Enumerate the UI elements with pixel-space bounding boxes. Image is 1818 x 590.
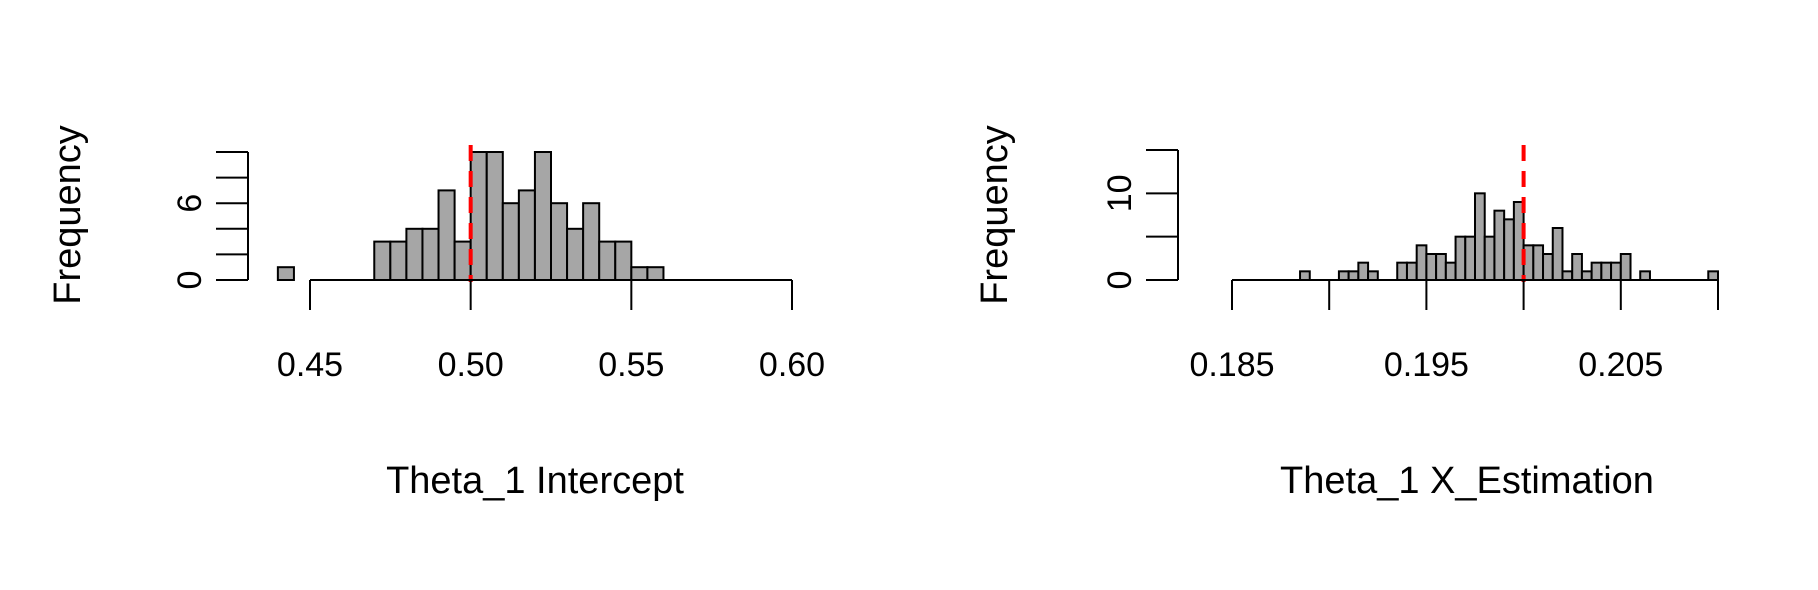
y-tick-label: 0 [171,271,209,290]
x-tick-label: 0.45 [277,346,343,384]
histogram-bar-16 [614,240,633,282]
histogram-bar-29 [1639,270,1651,282]
histogram-panel-intercept: 0.45 0.50 0.55 0.60 06 Theta_1 Intercept Fr… [47,125,825,502]
histogram-bar-0 [276,266,295,282]
histogram-bar-19 [1532,244,1545,281]
x-axis-title: Theta_1 Intercept [386,460,684,502]
x-tick-label: 0.205 [1578,346,1663,384]
histogram-bar-6 [1405,261,1418,281]
x-tick-label: 0.50 [438,346,504,384]
histogram-bar-3 [405,227,424,282]
histogram-bar-13 [1474,192,1486,281]
histogram-bar-15 [1493,209,1506,282]
histogram-bar-14 [582,202,601,281]
histogram-bar-17 [630,266,649,282]
histogram-bars [1299,192,1720,282]
histogram-bar-18 [646,266,665,282]
histogram-bar-21 [1551,227,1564,281]
histogram-bar-7 [1415,244,1428,281]
histogram-bar-30 [1707,270,1720,282]
histogram-bar-26 [1600,261,1613,281]
histogram-bar-12 [1464,235,1477,282]
x-tick-label: 0.195 [1384,346,1469,384]
histogram-bar-8 [485,151,504,281]
histogram-bar-1 [373,240,392,282]
histogram-bar-3 [1357,261,1370,281]
histogram-bar-11 [533,151,553,281]
histogram-bar-4 [1367,270,1379,282]
histogram-bar-0 [1299,270,1311,282]
histogram-bar-28 [1619,253,1632,281]
x-axis: 0.185 0.195 0.205 [1189,279,1719,384]
histogram-bar-27 [1610,261,1622,281]
histogram-bar-24 [1580,270,1593,282]
histogram-bar-13 [566,227,585,282]
histogram-bar-7 [469,151,488,281]
histogram-bar-5 [1396,261,1408,281]
y-axis-title: Frequency [47,125,89,305]
y-tick-label: 6 [171,194,209,213]
histogram-bar-11 [1454,235,1467,282]
y-axis: 0 10 [1101,149,1179,290]
x-tick-label: 0.185 [1189,346,1274,384]
histogram-bar-5 [437,189,456,281]
histogram-bar-17 [1512,201,1525,281]
histogram-bar-10 [1444,261,1457,281]
x-axis-title: Theta_1 X_Estimation [1280,460,1654,502]
y-tick-label: 10 [1101,174,1139,212]
histogram-panel-x-estimation: 0.185 0.195 0.205 0 10 Theta_1 X_Estimation… [974,125,1720,502]
y-tick-label: 0 [1101,271,1139,290]
y-axis-title: Frequency [974,125,1016,305]
histogram-bar-16 [1503,218,1515,281]
histogram-bar-6 [453,240,472,282]
histogram-bar-20 [1542,253,1554,281]
histogram-bar-15 [598,240,617,282]
histogram-bar-25 [1590,261,1603,281]
histogram-bar-23 [1571,253,1583,281]
histogram-bar-9 [1435,253,1447,281]
histogram-bar-2 [389,240,408,282]
histogram-bar-4 [421,227,440,282]
histogram-bar-8 [1425,253,1438,281]
y-axis: 06 [171,151,249,290]
histogram-bar-1 [1337,270,1350,282]
x-axis: 0.45 0.50 0.55 0.60 [277,279,825,384]
histogram-bar-2 [1347,270,1360,282]
x-tick-label: 0.60 [759,346,825,384]
x-tick-label: 0.55 [598,346,664,384]
histogram-bar-22 [1561,270,1574,282]
histogram-bar-10 [517,189,536,281]
histogram-bar-12 [550,202,569,281]
histogram-bar-14 [1483,235,1496,282]
histogram-bar-9 [501,202,520,281]
